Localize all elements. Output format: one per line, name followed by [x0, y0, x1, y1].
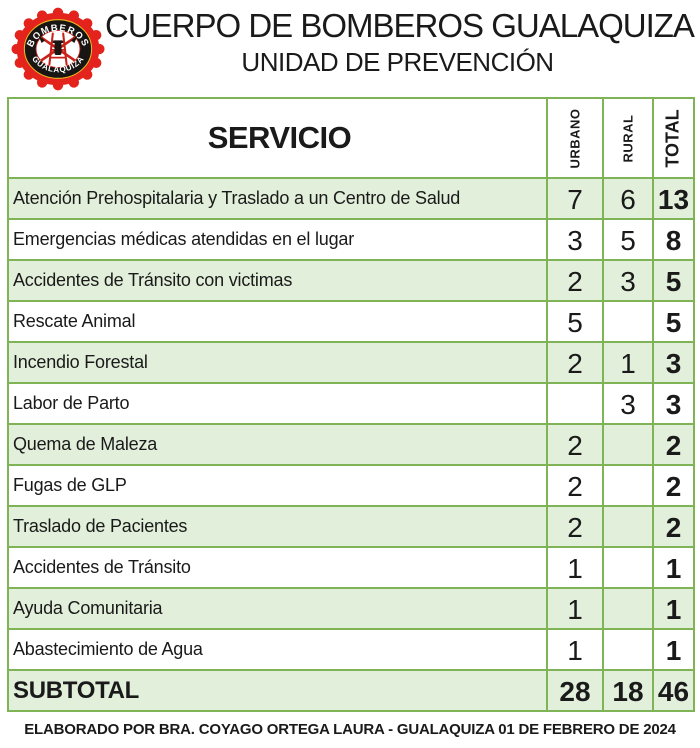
table-row: Incendio Forestal 2 1 3	[9, 341, 693, 382]
page-title: CUERPO DE BOMBEROS GUALAQUIZA	[105, 7, 695, 44]
service-name: Fugas de GLP	[13, 475, 127, 495]
urbano-value: 1	[546, 589, 602, 628]
urbano-value: 1	[546, 548, 602, 587]
urbano-value: 5	[546, 302, 602, 341]
urbano-value	[546, 384, 602, 423]
service-name: Accidentes de Tránsito con victimas	[13, 270, 293, 290]
total-value: 1	[652, 630, 693, 669]
total-value: 13	[652, 179, 693, 218]
service-name: Abastecimiento de Agua	[13, 639, 203, 659]
rural-value	[602, 302, 652, 341]
rural-value	[602, 630, 652, 669]
total-value: 1	[652, 548, 693, 587]
total-value: 2	[652, 466, 693, 505]
column-header-servicio: SERVICIO	[207, 120, 352, 155]
bomberos-badge-logo: BOMBEROS GUALAQUIZA	[8, 4, 108, 94]
rural-value	[602, 507, 652, 546]
subtotal-label: SUBTOTAL	[13, 676, 140, 704]
subtotal-urbano-value: 28	[546, 671, 602, 710]
page-subtitle: UNIDAD DE PREVENCIÓN	[241, 46, 554, 77]
column-header-urbano: URBANO	[546, 99, 602, 177]
table-row: Accidentes de Tránsito con victimas 2 3 …	[9, 259, 693, 300]
report-footer: ELABORADO POR BRA. COYAGO ORTEGA LAURA -…	[24, 721, 676, 738]
rural-value: 1	[602, 343, 652, 382]
urbano-value: 1	[546, 630, 602, 669]
rural-value: 5	[602, 220, 652, 259]
urbano-value: 7	[546, 179, 602, 218]
service-name: Ayuda Comunitaria	[13, 598, 163, 618]
service-name: Atención Prehospitalaria y Traslado a un…	[13, 188, 461, 208]
total-value: 2	[652, 507, 693, 546]
rural-value	[602, 589, 652, 628]
urbano-value: 2	[546, 343, 602, 382]
column-header-rural: RURAL	[602, 99, 652, 177]
rural-value	[602, 466, 652, 505]
services-table: SERVICIO URBANO RURAL TOTAL Atención Pre…	[7, 97, 695, 712]
urbano-value: 2	[546, 466, 602, 505]
total-value: 3	[652, 343, 693, 382]
table-row: Fugas de GLP 2 2	[9, 464, 693, 505]
table-row: Abastecimiento de Agua 1 1	[9, 628, 693, 669]
total-value: 2	[652, 425, 693, 464]
table-header-row: SERVICIO URBANO RURAL TOTAL	[9, 99, 693, 177]
crossed-axes-icon	[38, 32, 78, 66]
rural-value: 3	[602, 261, 652, 300]
table-row: Quema de Maleza 2 2	[9, 423, 693, 464]
rural-value	[602, 548, 652, 587]
total-value: 5	[652, 261, 693, 300]
service-name: Labor de Parto	[13, 393, 130, 413]
fire-badge-icon: BOMBEROS GUALAQUIZA	[11, 7, 105, 91]
total-value: 3	[652, 384, 693, 423]
table-row: Emergencias médicas atendidas en el luga…	[9, 218, 693, 259]
column-header-total: TOTAL	[652, 99, 693, 177]
title-block: CUERPO DE BOMBEROS GUALAQUIZA UNIDAD DE …	[0, 0, 700, 77]
service-name: Rescate Animal	[13, 311, 136, 331]
service-name: Incendio Forestal	[13, 352, 148, 372]
table-row: Traslado de Pacientes 2 2	[9, 505, 693, 546]
rural-value	[602, 425, 652, 464]
rural-value: 3	[602, 384, 652, 423]
total-value: 5	[652, 302, 693, 341]
service-name: Traslado de Pacientes	[13, 516, 188, 536]
subtotal-total-value: 46	[652, 671, 693, 710]
table-row: Atención Prehospitalaria y Traslado a un…	[9, 177, 693, 218]
service-name: Accidentes de Tránsito	[13, 557, 191, 577]
total-value: 1	[652, 589, 693, 628]
total-value: 8	[652, 220, 693, 259]
service-name: Quema de Maleza	[13, 434, 158, 454]
urbano-value: 3	[546, 220, 602, 259]
urbano-value: 2	[546, 425, 602, 464]
rural-value: 6	[602, 179, 652, 218]
table-row: Labor de Parto 3 3	[9, 382, 693, 423]
table-row: Accidentes de Tránsito 1 1	[9, 546, 693, 587]
table-row: Rescate Animal 5 5	[9, 300, 693, 341]
report-header: BOMBEROS GUALAQUIZA CUERPO DE BOMBEROS G…	[0, 0, 700, 97]
table-row: Ayuda Comunitaria 1 1	[9, 587, 693, 628]
urbano-value: 2	[546, 507, 602, 546]
subtotal-row: SUBTOTAL 28 18 46	[9, 669, 693, 710]
subtotal-rural-value: 18	[602, 671, 652, 710]
service-name: Emergencias médicas atendidas en el luga…	[13, 229, 354, 249]
urbano-value: 2	[546, 261, 602, 300]
